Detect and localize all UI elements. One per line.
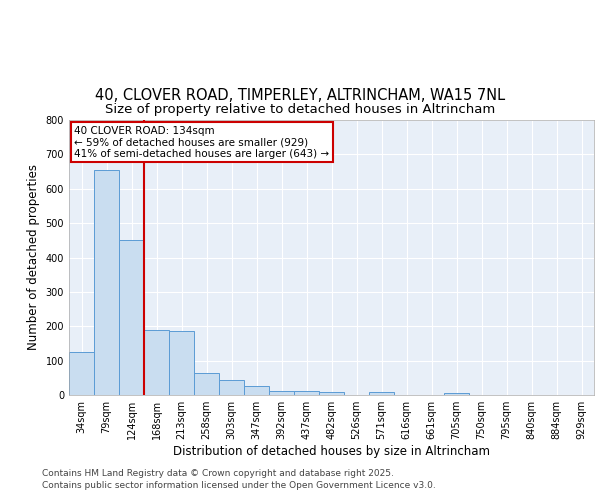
Text: Contains public sector information licensed under the Open Government Licence v3: Contains public sector information licen… <box>42 481 436 490</box>
Bar <box>269 391 294 395</box>
Bar <box>444 393 469 395</box>
Text: 40 CLOVER ROAD: 134sqm
← 59% of detached houses are smaller (929)
41% of semi-de: 40 CLOVER ROAD: 134sqm ← 59% of detached… <box>74 126 329 158</box>
Bar <box>319 392 344 395</box>
Text: Size of property relative to detached houses in Altrincham: Size of property relative to detached ho… <box>105 103 495 116</box>
Bar <box>94 170 119 395</box>
X-axis label: Distribution of detached houses by size in Altrincham: Distribution of detached houses by size … <box>173 445 490 458</box>
Bar <box>369 392 394 395</box>
Bar <box>119 240 144 395</box>
Bar <box>294 391 319 395</box>
Bar <box>169 332 194 395</box>
Bar <box>144 330 169 395</box>
Y-axis label: Number of detached properties: Number of detached properties <box>27 164 40 350</box>
Bar <box>194 372 219 395</box>
Bar <box>219 380 244 395</box>
Bar <box>69 352 94 395</box>
Text: Contains HM Land Registry data © Crown copyright and database right 2025.: Contains HM Land Registry data © Crown c… <box>42 468 394 477</box>
Text: 40, CLOVER ROAD, TIMPERLEY, ALTRINCHAM, WA15 7NL: 40, CLOVER ROAD, TIMPERLEY, ALTRINCHAM, … <box>95 88 505 102</box>
Bar <box>244 386 269 395</box>
